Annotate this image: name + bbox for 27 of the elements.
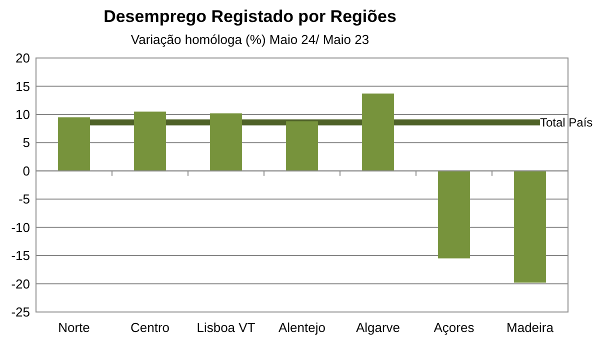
chart-title: Desemprego Registado por Regiões [104, 7, 396, 26]
x-tick-label: Algarve [356, 320, 400, 335]
y-tick-label: -25 [11, 304, 30, 320]
x-tick-label: Norte [58, 320, 90, 335]
y-tick-label: -10 [11, 220, 30, 235]
y-tick-label: 20 [16, 50, 30, 66]
x-tick-label: Centro [130, 320, 170, 335]
x-tick-label: Alentejo [278, 320, 326, 335]
y-tick-label: -5 [18, 192, 30, 207]
bar [210, 113, 242, 171]
ref-line-label: Total País [540, 116, 593, 130]
chart-subtitle: Variação homóloga (%) Maio 24/ Maio 23 [130, 32, 370, 47]
y-tick-label: 15 [16, 78, 30, 94]
bar [362, 94, 394, 171]
bar [286, 121, 318, 171]
y-tick-label: -20 [11, 276, 30, 292]
x-tick-label: Madeira [506, 320, 554, 335]
bar [438, 170, 470, 258]
y-tick-label: 5 [22, 135, 30, 150]
bar [134, 112, 166, 171]
x-tick-label: Lisboa VT [196, 320, 256, 335]
y-tick-label: -15 [11, 248, 30, 264]
y-tick-label: 0 [22, 163, 30, 178]
y-tick-label: 10 [16, 106, 30, 122]
bar [58, 117, 90, 171]
x-tick-label: Açores [434, 320, 475, 335]
bar [514, 170, 546, 283]
